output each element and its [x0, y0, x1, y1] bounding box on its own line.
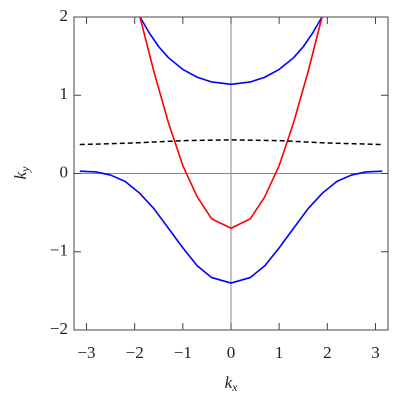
curve [139, 16, 323, 230]
y-tick-label: −2 [50, 319, 68, 338]
y-tick-label: 1 [60, 84, 69, 103]
y-tick-label: −1 [50, 241, 68, 260]
curve [139, 16, 323, 86]
x-tick-label: −3 [77, 343, 95, 362]
y-tick-label: 2 [60, 6, 69, 25]
y-axis-label: ky [11, 166, 32, 180]
x-axis-label: kx [225, 373, 239, 394]
x-tick-label: −2 [126, 343, 144, 362]
x-tick-label: 3 [371, 343, 380, 362]
x-tick-label: 1 [275, 343, 284, 362]
x-tick-label: −1 [174, 343, 192, 362]
x-tick-label: 2 [323, 343, 332, 362]
y-tick-label: 0 [60, 162, 69, 181]
curve [79, 170, 383, 284]
x-tick-label: 0 [227, 343, 236, 362]
